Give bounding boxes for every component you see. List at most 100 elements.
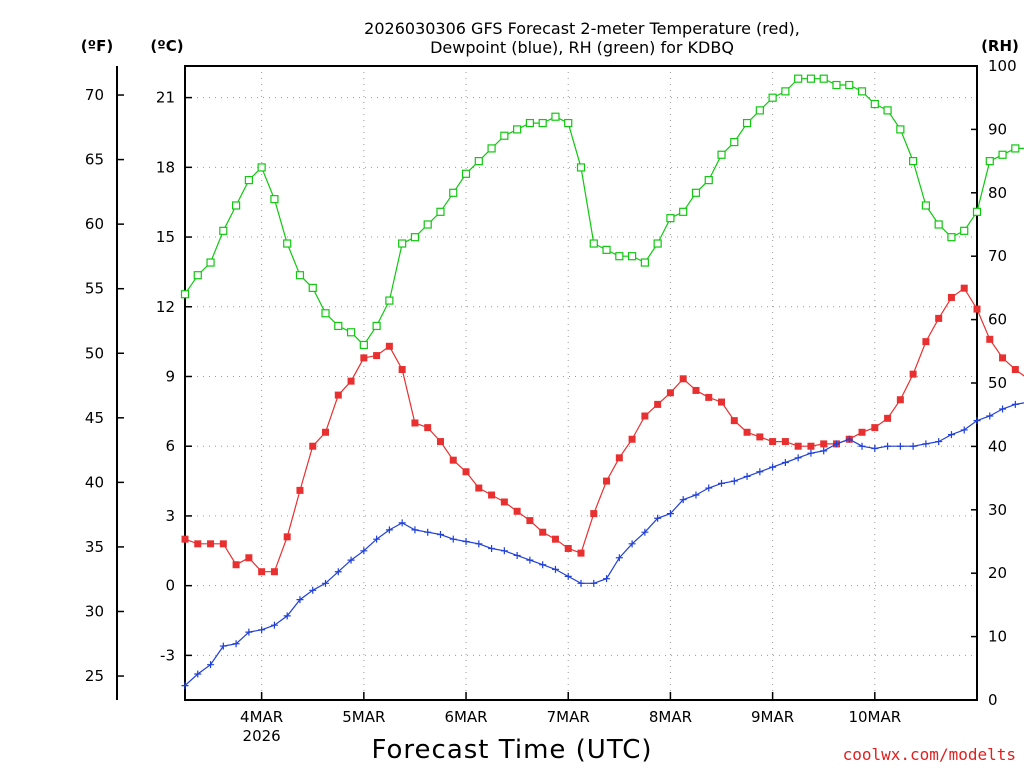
temperature-point bbox=[781, 438, 789, 446]
temperature-point bbox=[692, 386, 700, 394]
fahrenheit-tick-label: 40 bbox=[85, 473, 104, 491]
dewpoint-point bbox=[999, 405, 1007, 413]
dewpoint-point bbox=[194, 670, 202, 678]
rh-point bbox=[589, 239, 598, 248]
temperature-point bbox=[360, 354, 368, 362]
dewpoint-point bbox=[232, 640, 240, 648]
temperature-point bbox=[385, 342, 393, 350]
date-tick-label: 7MAR bbox=[547, 708, 590, 726]
rh-point bbox=[283, 239, 292, 248]
temperature-point bbox=[705, 393, 713, 401]
dewpoint-point bbox=[424, 528, 432, 536]
dewpoint-point bbox=[475, 540, 483, 548]
temperature-point bbox=[334, 391, 342, 399]
rh-point bbox=[295, 271, 305, 280]
rh-tick-label: 0 bbox=[988, 691, 998, 709]
rh-point bbox=[781, 87, 790, 96]
dewpoint-point bbox=[909, 442, 917, 450]
temperature-point bbox=[679, 375, 687, 383]
rh-tick-label: 90 bbox=[988, 120, 1007, 138]
rh-point bbox=[972, 207, 982, 216]
temperature-point bbox=[935, 314, 943, 322]
temperature-point bbox=[769, 438, 777, 446]
rh-point bbox=[870, 99, 879, 109]
temperature-point bbox=[270, 568, 278, 576]
temperature-point bbox=[628, 435, 636, 443]
axis-ticks-layer: -3 0 3 6 9 12 15 18 21 25 30 35 40 45 50 55 60 65 70 0 10 20 3… bbox=[85, 57, 1017, 745]
rh-tick-label: 80 bbox=[988, 184, 1007, 202]
rh-point bbox=[219, 226, 228, 235]
temperature-point bbox=[986, 335, 994, 343]
dewpoint-point bbox=[730, 477, 738, 485]
temperature-point bbox=[756, 433, 764, 441]
grid-layer bbox=[185, 66, 977, 700]
dewpoint-point bbox=[960, 426, 968, 434]
dewpoint-point bbox=[398, 519, 406, 527]
rh-point bbox=[679, 207, 688, 216]
dewpoint-point bbox=[219, 642, 227, 650]
temperature-point bbox=[999, 354, 1007, 362]
celsius-tick-label: 15 bbox=[156, 228, 175, 246]
dewpoint-point bbox=[309, 586, 317, 594]
dewpoint-point bbox=[641, 528, 649, 536]
celsius-tick-label: 9 bbox=[165, 367, 175, 385]
dewpoint-point bbox=[296, 596, 304, 604]
temperature-point bbox=[794, 442, 802, 450]
rh-tick-label: 30 bbox=[988, 501, 1007, 519]
rh-point bbox=[410, 233, 420, 242]
dewpoint-point bbox=[539, 561, 547, 569]
rh-point bbox=[896, 125, 905, 134]
temperature-point bbox=[654, 400, 662, 408]
temperature-point bbox=[896, 396, 904, 404]
rh-point bbox=[602, 245, 611, 254]
temperature-point bbox=[564, 544, 572, 552]
credit-text: coolwx.com/modelts bbox=[843, 745, 1016, 764]
dewpoint-point bbox=[832, 440, 840, 448]
dewpoint-point bbox=[577, 579, 585, 587]
rh-point bbox=[538, 118, 547, 128]
temperature-point bbox=[475, 484, 483, 492]
rh-tick-label: 20 bbox=[988, 564, 1007, 582]
rh-point bbox=[180, 290, 190, 299]
temperature-point bbox=[947, 293, 955, 301]
rh-point bbox=[487, 144, 496, 153]
dewpoint-point bbox=[947, 431, 955, 439]
rh-point bbox=[832, 80, 841, 90]
dewpoint-point bbox=[986, 412, 994, 420]
rh-line bbox=[184, 78, 1024, 346]
dewpoint-point bbox=[756, 468, 764, 476]
dewpoint-point bbox=[436, 531, 444, 539]
dewpoint-point bbox=[820, 447, 828, 455]
celsius-tick-label: 21 bbox=[156, 89, 175, 107]
rh-point bbox=[857, 87, 867, 96]
celsius-tick-label: 18 bbox=[156, 158, 175, 176]
dewpoint-point bbox=[258, 626, 266, 634]
temperature-point bbox=[207, 540, 215, 548]
temperature-point bbox=[884, 414, 892, 422]
rh-point bbox=[653, 239, 662, 248]
temperature-point bbox=[219, 540, 227, 548]
fahrenheit-tick-label: 70 bbox=[85, 86, 104, 104]
temperature-point bbox=[551, 535, 559, 543]
dewpoint-point bbox=[513, 551, 521, 559]
rh-point bbox=[627, 252, 637, 261]
temperature-point bbox=[871, 424, 879, 432]
dewpoint-point bbox=[743, 472, 751, 480]
temperature-point bbox=[258, 568, 266, 576]
dewpoint-point bbox=[564, 572, 572, 580]
temperature-point bbox=[743, 428, 751, 436]
dewpoint-point bbox=[347, 556, 355, 564]
dewpoint-point bbox=[500, 547, 508, 555]
fahrenheit-tick-label: 45 bbox=[85, 409, 104, 427]
dewpoint-point bbox=[462, 538, 470, 545]
dewpoint-point bbox=[360, 547, 368, 555]
dewpoint-point bbox=[935, 438, 943, 446]
celsius-tick-label: 6 bbox=[165, 437, 175, 455]
rh-point bbox=[883, 106, 892, 115]
rh-tick-label: 70 bbox=[988, 247, 1007, 265]
rh-point bbox=[1011, 144, 1020, 153]
date-tick-label: 5MAR bbox=[342, 708, 385, 726]
temperature-point bbox=[194, 540, 202, 548]
date-tick-label: 4MAR bbox=[240, 708, 283, 726]
